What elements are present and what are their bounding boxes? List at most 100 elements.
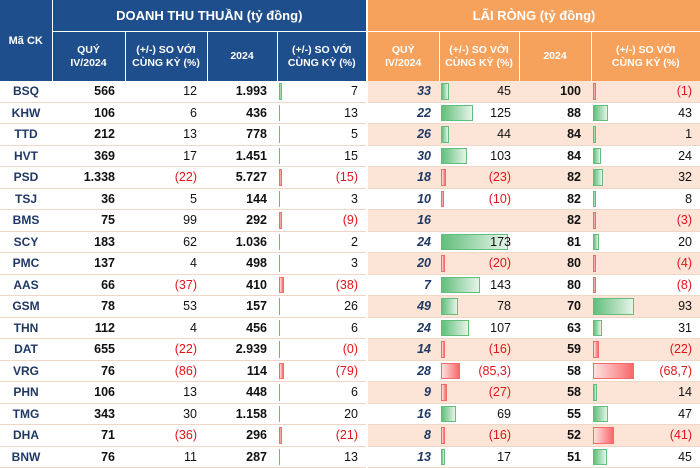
dt-y-ck-value: (38) <box>335 277 358 292</box>
cell-dt-y: 1.451 <box>235 148 267 163</box>
lr-q-ck-value: (27) <box>488 385 511 400</box>
cell-dt-y-ck: (79) <box>277 360 368 382</box>
cell-lr-q-ck: 78 <box>439 295 519 317</box>
lr-q-ck-bar <box>441 190 444 207</box>
lr-y-ck-bar <box>593 212 596 229</box>
cell-lr-q-ck: (23) <box>439 166 519 188</box>
lr-y-ck-value: (22) <box>669 342 693 357</box>
lr-q-ck-bar <box>441 405 457 422</box>
cell-lr-q: 26 <box>367 123 439 145</box>
table-row: TMG 343 30 1.158 20 16 69 55 47 <box>0 403 700 425</box>
table-row: DAT 655 (22) 2.939 (0) 14 (16) 59 (22) <box>0 338 700 360</box>
dt-y-ck-value: 13 <box>344 449 358 464</box>
table-row: PMC 137 4 498 3 20 (20) 80 (4) <box>0 252 700 274</box>
lr-q-ck-value: (23) <box>488 170 511 185</box>
lr-y-ck-value: 14 <box>678 385 693 400</box>
lr-q-ck-value: 44 <box>497 127 511 142</box>
cell-mack: THN <box>13 320 39 335</box>
table-row: BMS 75 99 292 (9) 16 82 (3) <box>0 209 700 231</box>
cell-lr-y: 82 <box>519 209 591 231</box>
dt-y-ck-value: 20 <box>344 406 358 421</box>
cell-dt-y-ck: 20 <box>277 403 368 425</box>
lr-y-ck-value: 1 <box>685 127 693 142</box>
lr-y-ck-bar <box>593 276 596 293</box>
lr-q-ck-bar <box>441 126 450 143</box>
cell-lr-y: 51 <box>567 449 581 464</box>
cell-lr-y: 55 <box>567 406 581 421</box>
cell-dt-y-ck: 3 <box>277 252 368 274</box>
cell-lr-y: 82 <box>567 191 581 206</box>
dt-y-ck-value: (0) <box>342 342 358 357</box>
cell-lr-y-ck: 14 <box>591 381 700 403</box>
cell-dt-q: 71 <box>101 428 115 443</box>
cell-dt-q-ck: 11 <box>184 449 197 464</box>
lr-y-ck-value: 20 <box>678 234 693 249</box>
cell-dt-y-ck: 15 <box>277 145 368 167</box>
table-row: HVT 369 17 1.451 15 30 103 84 24 <box>0 145 700 167</box>
lr-q-ck-value: (16) <box>488 342 511 357</box>
dt-y-ck-value: 13 <box>344 105 358 120</box>
table-row: TSJ 36 5 144 3 10 (10) 82 8 <box>0 188 700 210</box>
cell-lr-y: 58 <box>567 363 581 378</box>
cell-dt-q: 566 <box>94 84 115 99</box>
dt-y-ck-bar <box>279 83 282 100</box>
lr-q-ck-value: 103 <box>490 148 511 163</box>
dt-y-ck-value: 3 <box>351 191 358 206</box>
cell-lr-q-ck <box>439 209 519 231</box>
dt-y-ck-bar <box>279 169 282 186</box>
cell-lr-y: 84 <box>519 123 591 145</box>
dt-y-ck-bar <box>279 427 282 444</box>
cell-lr-q: 9 <box>367 381 439 403</box>
lr-y-ck-value: (4) <box>676 256 693 271</box>
cell-mack: DHA <box>13 428 39 443</box>
cell-dt-q-ck: 6 <box>190 105 197 120</box>
lr-q-ck-value: 143 <box>490 277 511 292</box>
cell-lr-y-ck: (68,7) <box>591 360 700 382</box>
cell-lr-q-ck: 69 <box>439 403 519 425</box>
cell-lr-q-ck: 107 <box>439 317 519 339</box>
cell-lr-y-ck: 20 <box>591 231 700 253</box>
lr-y-ck-bar <box>593 169 603 186</box>
cell-lr-y-ck: 93 <box>591 295 700 317</box>
lr-q-ck-bar <box>441 341 445 358</box>
lr-q-ck-value: 69 <box>497 406 511 421</box>
cell-dt-q-ck: (36) <box>174 428 197 443</box>
cell-dt-q-ck: 53 <box>183 299 197 314</box>
cell-dt-q-ck: 62 <box>183 234 197 249</box>
cell-dt-q: 76 <box>101 449 115 464</box>
lr-y-ck-value: 43 <box>678 105 693 120</box>
lr-q-ck-value: 17 <box>497 449 511 464</box>
cell-lr-q-ck: (16) <box>439 338 519 360</box>
cell-mack: SCY <box>13 234 39 249</box>
lr-q-ck-value: 45 <box>497 84 511 99</box>
dt-y-ck-value: (9) <box>342 213 358 228</box>
cell-lr-q-ck: 103 <box>439 145 519 167</box>
cell-dt-y-ck: 13 <box>277 446 368 468</box>
lr-y-ck-bar <box>593 104 608 121</box>
cell-lr-q: 30 <box>417 148 431 163</box>
lr-y-ck-bar <box>593 190 596 207</box>
cell-dt-y-ck: (0) <box>277 338 368 360</box>
cell-lr-y-ck: (41) <box>591 424 700 446</box>
cell-dt-y-ck: 3 <box>277 188 368 210</box>
cell-mack: AAS <box>13 277 39 292</box>
cell-dt-y-ck: 7 <box>277 81 368 102</box>
cell-dt-q: 75 <box>101 213 115 228</box>
dt-y-ck-value: 15 <box>344 148 358 163</box>
dt-y-ck-tick <box>279 384 280 401</box>
cell-dt-q-ck: 13 <box>183 127 197 142</box>
lr-q-ck-value: 78 <box>497 299 511 314</box>
cell-lr-y: 100 <box>519 81 591 102</box>
subheader-lr-nam-ck: (+/-) SO VỚI CÙNG KỲ (%) <box>591 31 700 81</box>
lr-y-ck-bar <box>593 405 608 422</box>
table-row: AAS 66 (37) 410 (38) 7 143 80 (8) <box>0 274 700 296</box>
cell-lr-q-ck: (85,3) <box>439 360 519 382</box>
cell-lr-y-ck: 8 <box>591 188 700 210</box>
cell-lr-y: 63 <box>567 320 581 335</box>
lr-q-ck-value: (10) <box>488 191 511 206</box>
cell-dt-q-ck: 13 <box>183 385 197 400</box>
lr-y-ck-bar <box>593 448 608 465</box>
cell-dt-q: 66 <box>101 277 115 292</box>
dt-y-ck-tick <box>279 448 280 465</box>
cell-mack: PMC <box>12 256 40 271</box>
